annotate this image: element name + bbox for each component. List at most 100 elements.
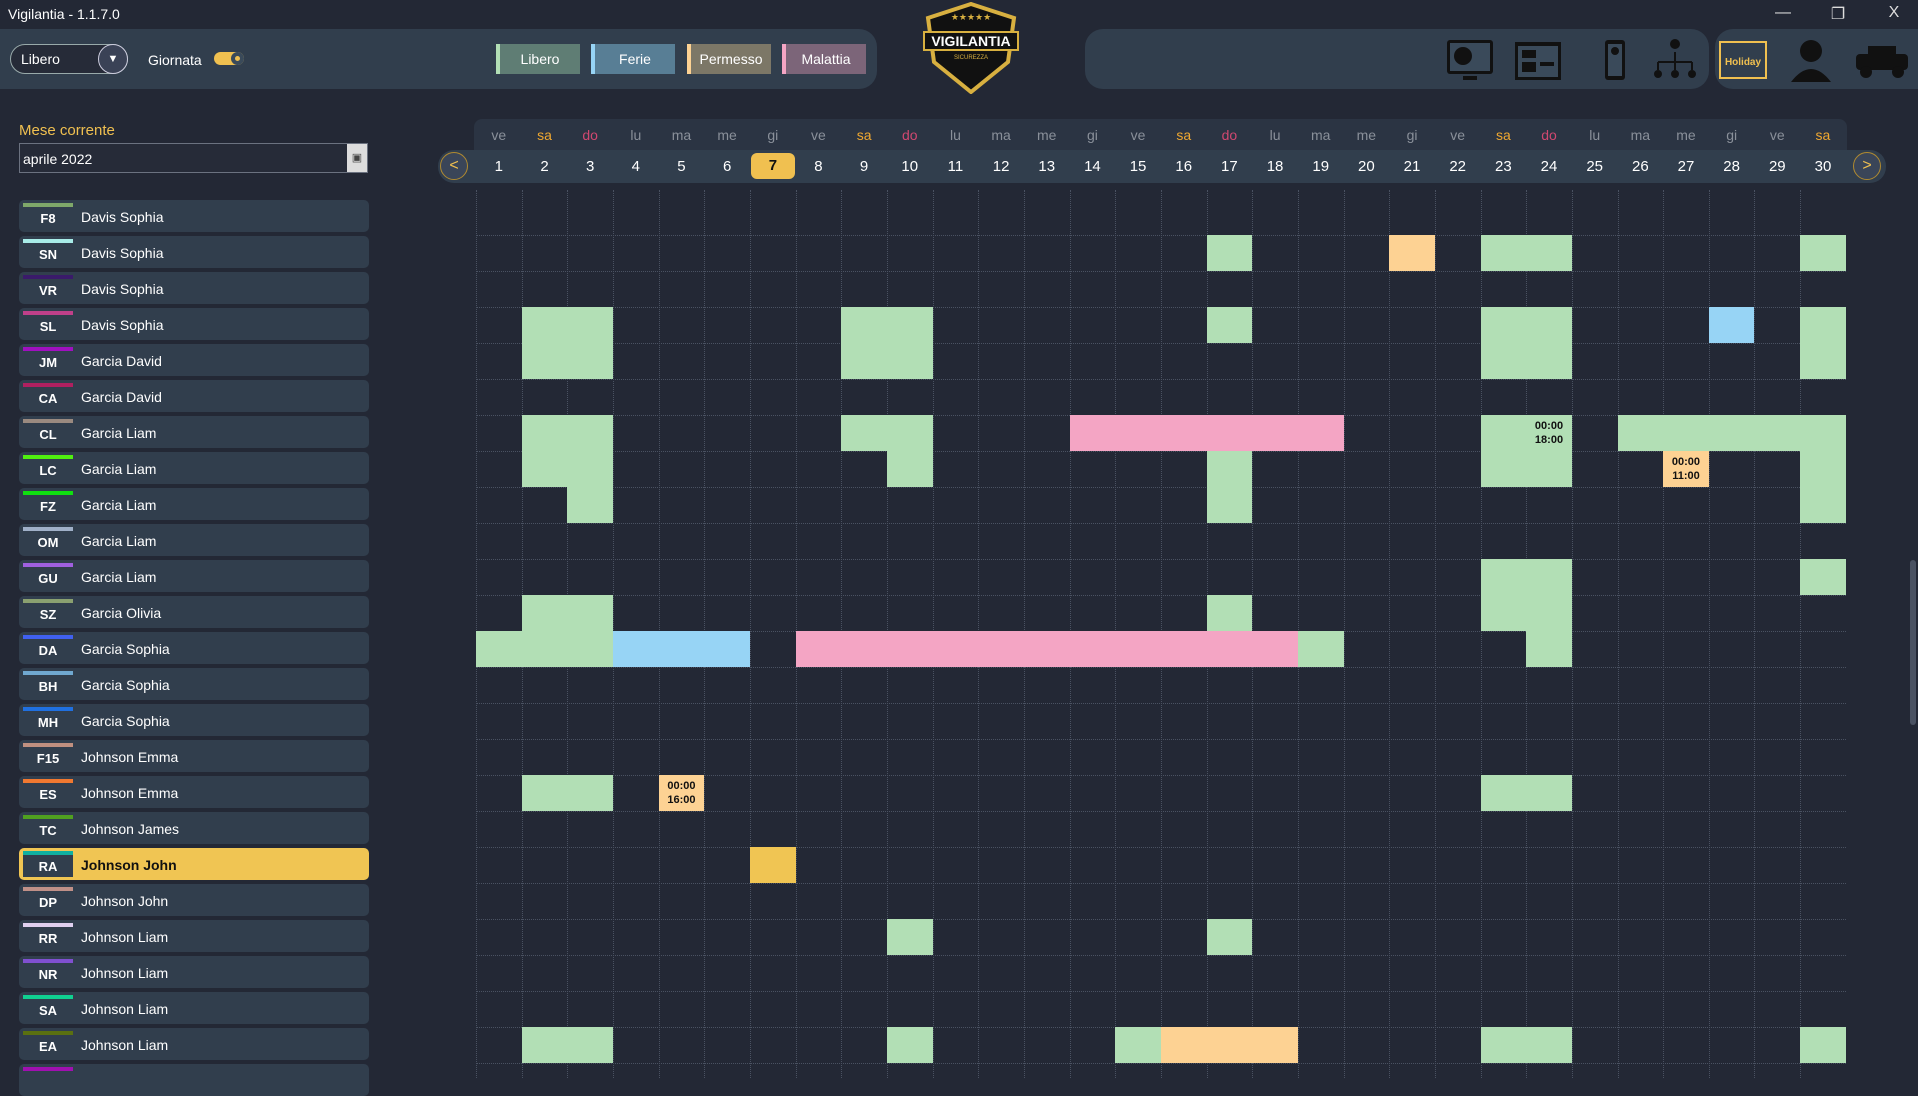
shift-cell-libero[interactable] [1207,595,1253,631]
restore-button[interactable]: ❐ [1823,4,1853,24]
shift-cell-selected[interactable] [750,847,796,883]
shift-cell-libero[interactable] [522,415,613,451]
legend-permesso[interactable]: Permesso [687,44,771,74]
shift-cell-libero[interactable] [841,343,932,379]
shift-cell-libero[interactable] [522,343,613,379]
minimize-button[interactable]: — [1768,4,1798,22]
shift-cell-libero[interactable] [567,487,613,523]
date-12[interactable]: 12 [978,158,1024,175]
date-18[interactable]: 18 [1252,158,1298,175]
shift-cell-libero[interactable] [1481,343,1572,379]
shift-cell-libero[interactable] [522,1027,613,1063]
shift-cell-libero[interactable] [1207,307,1253,343]
legend-ferie[interactable]: Ferie [591,44,675,74]
date-29[interactable]: 29 [1754,158,1800,175]
schedule-board-icon[interactable] [1513,36,1563,84]
shift-cell-malattia[interactable] [1070,415,1344,451]
date-2[interactable]: 2 [522,158,568,175]
shift-cell-libero[interactable] [1800,343,1846,379]
shift-cell-libero[interactable] [1207,487,1253,523]
month-input[interactable]: aprile 2022 ▣ [19,143,368,173]
shift-cell-libero[interactable] [1207,919,1253,955]
type-dropdown[interactable]: Libero ▼ [10,44,128,74]
date-25[interactable]: 25 [1572,158,1618,175]
shift-cell-libero[interactable] [476,631,613,667]
close-button[interactable]: X [1879,4,1909,22]
shift-cell-libero[interactable] [1481,595,1572,631]
shift-cell-libero[interactable] [1207,235,1253,271]
shift-cell-libero[interactable] [1481,235,1572,271]
shift-cell-libero[interactable] [1618,415,1846,451]
date-21[interactable]: 21 [1389,158,1435,175]
next-month-button[interactable]: > [1853,152,1881,180]
shift-cell-libero[interactable] [1115,1027,1161,1063]
date-6[interactable]: 6 [704,158,750,175]
date-24[interactable]: 24 [1526,158,1572,175]
shift-cell-libero[interactable] [522,307,613,343]
date-27[interactable]: 27 [1663,158,1709,175]
legend-libero[interactable]: Libero [496,44,580,74]
organization-icon[interactable] [1650,36,1700,84]
shift-cell-libero[interactable] [1207,451,1253,487]
date-14[interactable]: 14 [1070,158,1116,175]
date-4[interactable]: 4 [613,158,659,175]
giornata-toggle[interactable] [214,52,244,65]
shift-cell-libero[interactable] [1481,559,1572,595]
shift-cell-libero[interactable] [522,451,613,487]
date-10[interactable]: 10 [887,158,933,175]
date-20[interactable]: 20 [1344,158,1390,175]
shift-cell-permesso[interactable] [1161,1027,1298,1063]
shift-cell-libero[interactable] [1800,1027,1846,1063]
shift-cell-libero[interactable] [841,415,932,451]
shift-cell-libero[interactable] [1800,235,1846,271]
shift-cell-libero[interactable] [1481,307,1572,343]
date-23[interactable]: 23 [1481,158,1527,175]
shift-cell-libero[interactable] [841,307,932,343]
date-15[interactable]: 15 [1115,158,1161,175]
date-16[interactable]: 16 [1161,158,1207,175]
shift-cell-libero[interactable] [1800,451,1846,487]
date-8[interactable]: 8 [796,158,842,175]
employee-row[interactable] [19,1064,369,1096]
date-11[interactable]: 11 [933,158,979,175]
date-28[interactable]: 28 [1709,158,1755,175]
patrol-vehicle-icon[interactable] [1852,36,1912,84]
date-5[interactable]: 5 [659,158,705,175]
shift-cell-libero[interactable] [1298,631,1344,667]
scrollbar[interactable] [1910,560,1916,725]
date-13[interactable]: 13 [1024,158,1070,175]
badge-icon[interactable] [1590,36,1640,84]
shift-cell-libero[interactable] [1800,307,1846,343]
chevron-down-icon[interactable]: ▼ [98,44,128,74]
date-7[interactable]: 7 [751,153,795,179]
shift-cell-malattia[interactable] [796,631,1298,667]
shift-cell-libero[interactable] [522,775,613,811]
monitor-support-icon[interactable] [1445,36,1495,84]
date-30[interactable]: 30 [1800,158,1846,175]
shift-cell-libero[interactable] [887,451,933,487]
